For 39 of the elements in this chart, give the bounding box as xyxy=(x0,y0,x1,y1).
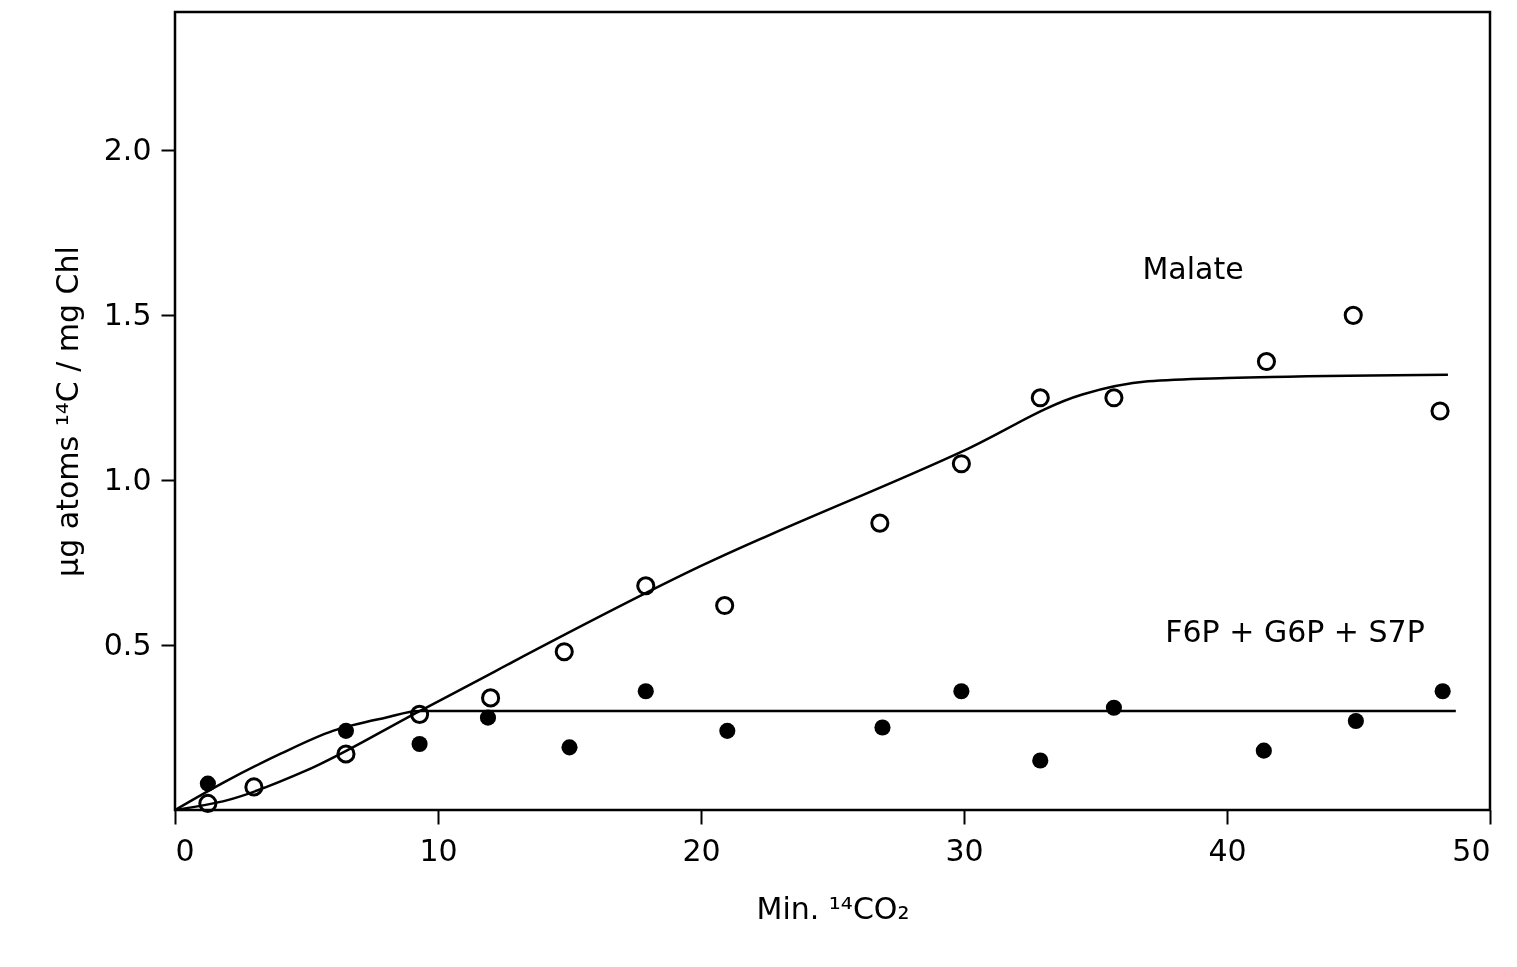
point xyxy=(198,793,218,813)
y-tick-label: 0.5 xyxy=(103,626,152,662)
y-tick-label: 2.0 xyxy=(103,132,152,167)
series-label: F6P + G6P + S7P xyxy=(1165,614,1425,649)
point xyxy=(1255,742,1272,759)
point xyxy=(561,739,578,756)
point xyxy=(1430,401,1450,421)
point xyxy=(1032,752,1049,769)
x-axis-title: Min. ¹⁴CO₂ xyxy=(756,890,910,926)
point xyxy=(870,513,890,533)
point xyxy=(1256,351,1277,372)
point xyxy=(410,704,430,724)
y-axis-title: μg atoms ¹⁴C / mg Chl xyxy=(49,246,85,577)
point xyxy=(1347,712,1364,730)
y-tick-label: 1.0 xyxy=(103,461,152,497)
point xyxy=(1343,305,1363,325)
point xyxy=(1104,388,1124,408)
point xyxy=(951,454,971,474)
x-tick-label: 0 xyxy=(175,832,195,868)
point xyxy=(637,683,654,700)
point xyxy=(244,777,264,797)
point xyxy=(874,719,891,736)
point xyxy=(411,736,428,753)
point xyxy=(1030,388,1050,408)
point xyxy=(953,683,970,700)
text: Malate xyxy=(1142,251,1244,286)
x-tick-label: 40 xyxy=(1208,832,1247,868)
point xyxy=(554,642,574,662)
x-tick-label: 20 xyxy=(682,832,721,868)
x-tick-label: 50 xyxy=(1452,832,1491,868)
point xyxy=(636,576,656,596)
point xyxy=(719,722,736,739)
point xyxy=(715,596,735,616)
x-tick-label: 10 xyxy=(419,832,458,868)
point xyxy=(1434,683,1451,700)
y-tick-label: 1.5 xyxy=(103,296,152,332)
point xyxy=(481,688,501,708)
point xyxy=(336,744,356,764)
x-tick-label: 30 xyxy=(945,832,984,868)
